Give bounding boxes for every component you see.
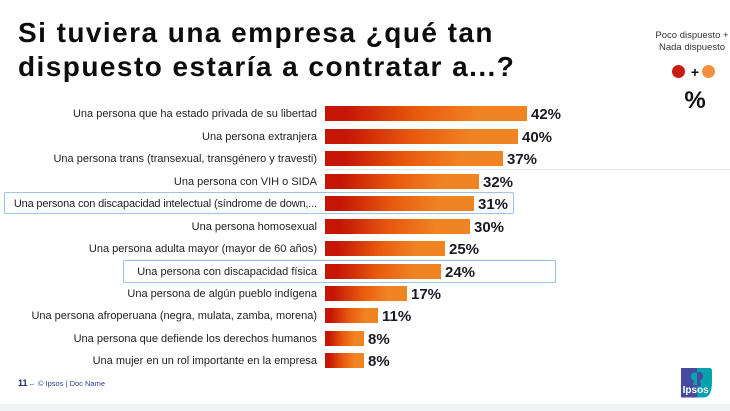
svg-text:Ipsos: Ipsos [683, 385, 710, 396]
